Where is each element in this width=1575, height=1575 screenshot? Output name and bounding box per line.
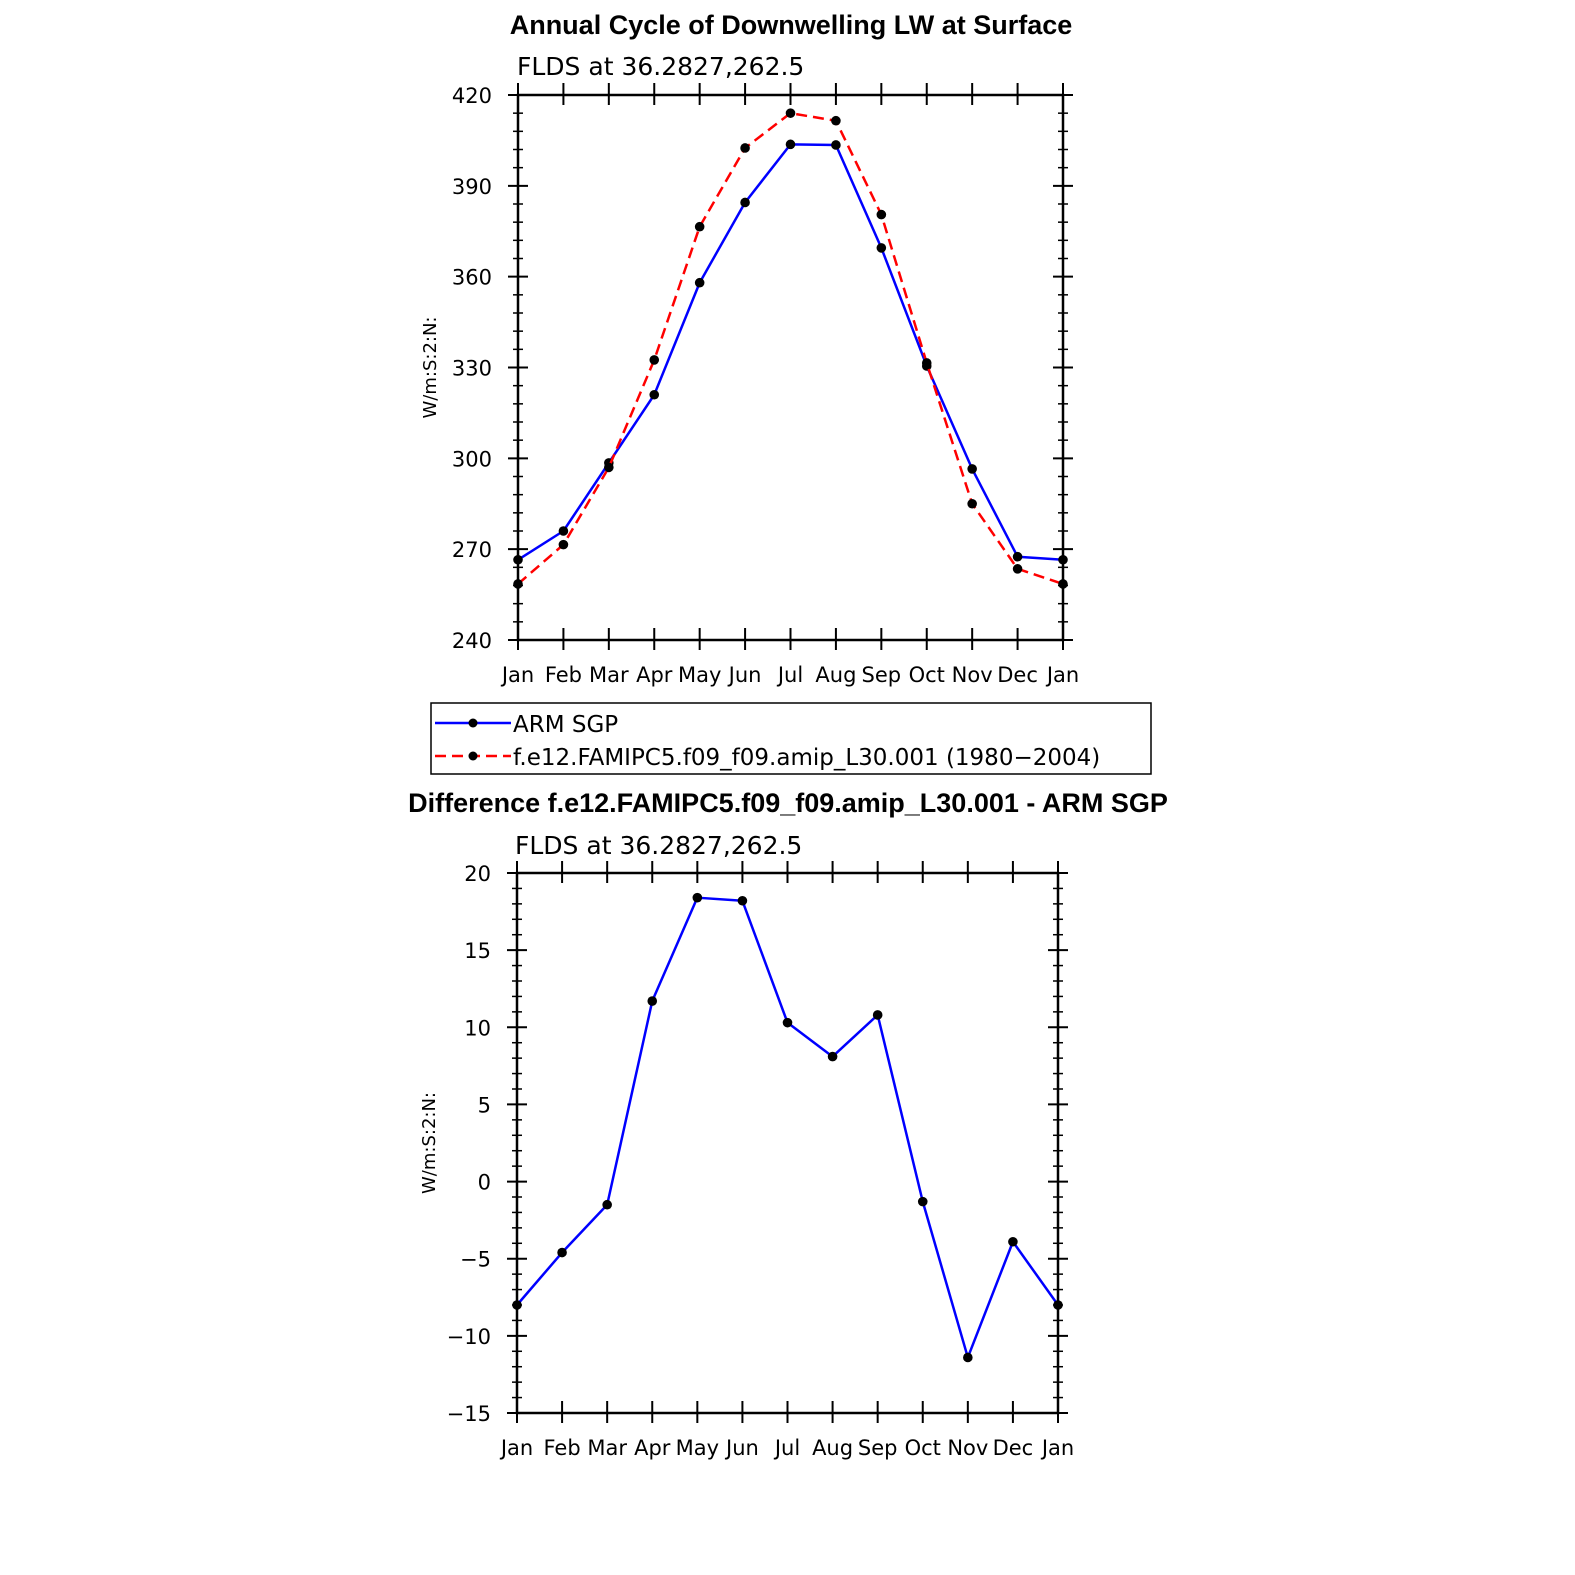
chart2-title: Difference f.e12.FAMIPC5.f09_f09.amip_L3… xyxy=(408,788,1168,818)
chart1-title: Annual Cycle of Downwelling LW at Surfac… xyxy=(510,10,1073,40)
series-line-0 xyxy=(516,896,1060,1359)
data-point xyxy=(876,243,887,253)
y-tick-label: −10 xyxy=(447,1325,491,1349)
data-point xyxy=(967,464,977,474)
data-point xyxy=(740,143,750,153)
data-point xyxy=(1008,1236,1018,1247)
x-tick-label: Sep xyxy=(858,1436,898,1460)
data-point xyxy=(785,108,796,118)
data-point xyxy=(1012,564,1023,574)
y-tick-label: 360 xyxy=(452,266,492,290)
x-tick-label: Mar xyxy=(587,1436,627,1460)
chart1-legend: ARM SGP f.e12.FAMIPC5.f09_f09.amip_L30.0… xyxy=(430,702,1152,775)
data-point xyxy=(872,1010,883,1020)
data-point xyxy=(1012,551,1023,562)
series-line-0 xyxy=(517,143,1064,562)
y-tick-label: 330 xyxy=(452,357,492,381)
x-tick-label: Feb xyxy=(543,1436,580,1460)
x-tick-label: Apr xyxy=(636,663,673,687)
data-point xyxy=(827,1051,838,1062)
data-point xyxy=(831,115,841,126)
data-point xyxy=(649,389,660,400)
x-tick-label: Oct xyxy=(909,663,945,687)
x-tick-label: Sep xyxy=(862,663,902,687)
x-tick-label: Feb xyxy=(545,663,582,687)
data-point xyxy=(917,1196,928,1207)
data-point xyxy=(963,1352,973,1363)
x-tick-label: Jan xyxy=(499,1436,533,1460)
data-point xyxy=(1058,579,1068,589)
data-point xyxy=(513,554,523,565)
x-tick-label: Jul xyxy=(776,663,803,687)
data-point xyxy=(785,139,796,150)
y-axis-label: W/m:S:2:N: xyxy=(420,317,441,419)
data-point xyxy=(737,895,748,906)
x-tick-label: Jun xyxy=(727,663,762,687)
data-point xyxy=(782,1017,793,1028)
data-point xyxy=(1053,1300,1063,1310)
y-tick-label: 240 xyxy=(452,629,492,653)
y-tick-label: 270 xyxy=(452,538,492,562)
data-point xyxy=(558,539,569,550)
y-tick-label: 20 xyxy=(464,862,491,886)
y-tick-label: 300 xyxy=(452,447,492,471)
y-tick-label: 15 xyxy=(464,939,491,963)
x-tick-label: Dec xyxy=(997,663,1038,687)
chart1-plot: 240 270 300 330 360 390 420 Jan Feb Mar Apr May Jun J… xyxy=(420,83,1079,687)
data-point xyxy=(694,277,705,288)
x-tick-label: Aug xyxy=(815,663,856,687)
data-point xyxy=(1058,554,1068,565)
series-line-1 xyxy=(517,111,1064,586)
x-tick-label: May xyxy=(676,1436,719,1460)
x-tick-label: Jan xyxy=(1045,663,1079,687)
x-tick-label: Nov xyxy=(952,663,993,687)
x-tick-label: Dec xyxy=(993,1436,1034,1460)
y-tick-label: 5 xyxy=(478,1093,491,1117)
x-tick-label: Jun xyxy=(724,1436,759,1460)
legend-label-model: f.e12.FAMIPC5.f09_f09.amip_L30.001 (1980… xyxy=(513,745,1100,771)
data-point xyxy=(649,355,660,365)
x-tick-label: Jan xyxy=(1040,1436,1074,1460)
data-point xyxy=(831,140,841,150)
chart2-plot: −15 −10 −5 0 5 10 15 20 Jan Feb Mar Apr May Jun Jul Aug… xyxy=(419,861,1074,1460)
data-point xyxy=(602,1199,612,1210)
data-point xyxy=(513,579,523,589)
chart2-subtitle: FLDS at 36.2827,262.5 xyxy=(515,831,802,860)
legend-label-arm: ARM SGP xyxy=(513,712,618,738)
data-point xyxy=(558,526,569,536)
chart1-subtitle: FLDS at 36.2827,262.5 xyxy=(517,52,804,81)
y-tick-label: −5 xyxy=(460,1248,491,1272)
data-point xyxy=(967,498,977,509)
data-point xyxy=(647,996,658,1006)
data-point xyxy=(876,209,887,220)
x-tick-label: Nov xyxy=(947,1436,988,1460)
y-tick-label: 390 xyxy=(452,175,492,199)
x-tick-label: Jan xyxy=(500,663,534,687)
plot-frame xyxy=(516,93,1065,642)
legend-marker-arm xyxy=(468,718,478,728)
x-tick-label: Aug xyxy=(812,1436,853,1460)
x-tick-label: Oct xyxy=(905,1436,941,1460)
y-tick-label: −15 xyxy=(447,1402,491,1426)
data-point xyxy=(692,892,703,903)
x-tick-label: Apr xyxy=(634,1436,671,1460)
data-point xyxy=(740,197,750,208)
x-tick-label: Mar xyxy=(589,663,629,687)
x-tick-label: May xyxy=(678,663,721,687)
data-point xyxy=(694,221,705,232)
y-tick-label: 420 xyxy=(452,84,492,108)
y-tick-label: 0 xyxy=(478,1171,491,1195)
legend-marker-model xyxy=(468,751,478,761)
legend-box xyxy=(430,702,1152,775)
x-tick-label: Jul xyxy=(773,1436,800,1460)
data-point xyxy=(921,358,932,368)
data-point xyxy=(604,462,614,473)
y-axis-label: W/m:S:2:N: xyxy=(419,1092,440,1194)
y-tick-label: 10 xyxy=(464,1016,491,1040)
data-point xyxy=(512,1300,522,1310)
data-point xyxy=(557,1247,567,1258)
